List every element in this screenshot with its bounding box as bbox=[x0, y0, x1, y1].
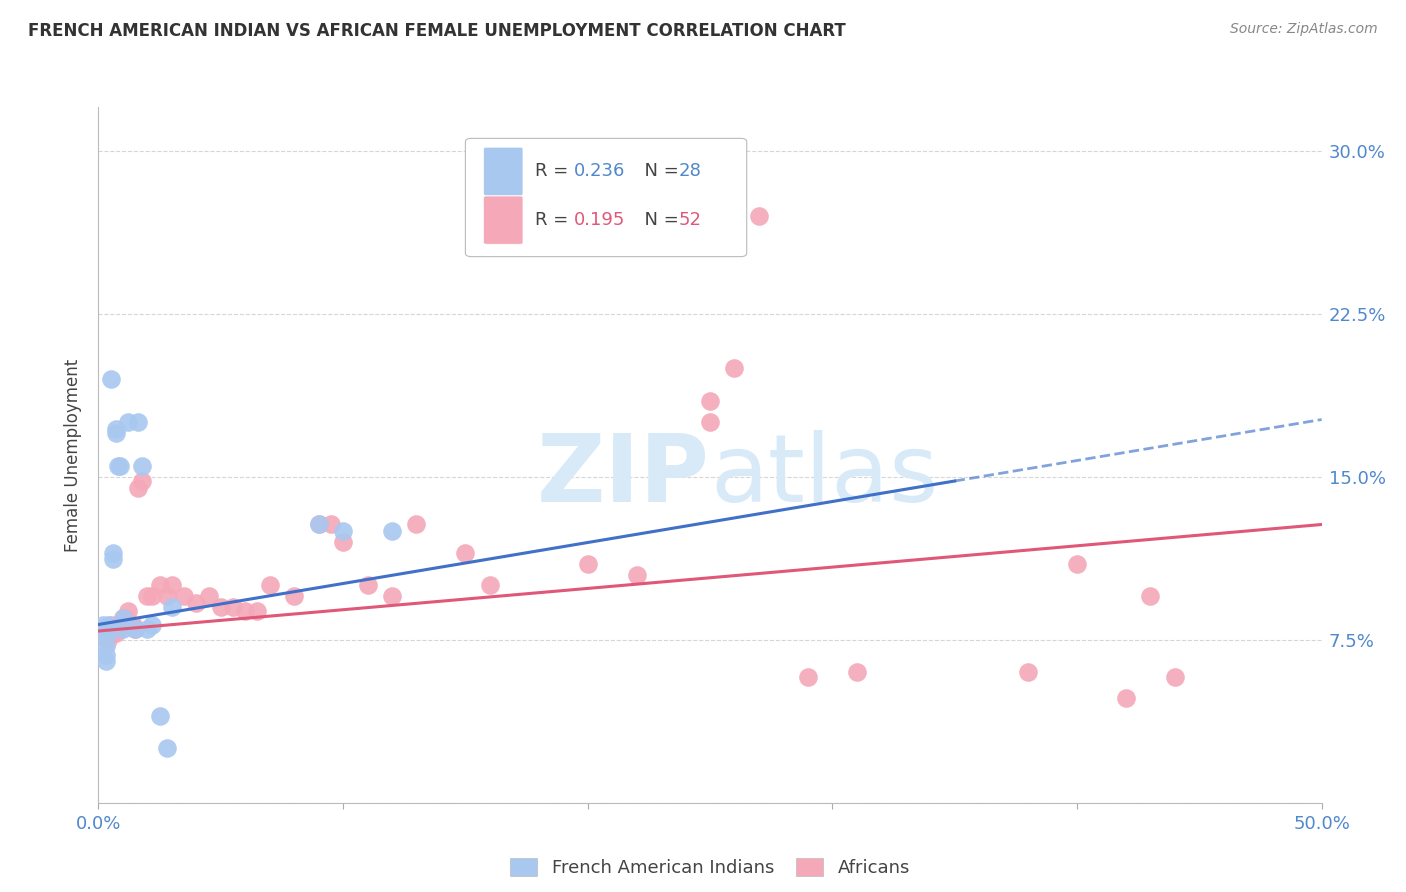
Point bbox=[797, 670, 820, 684]
Point bbox=[121, 617, 143, 632]
Text: FRENCH AMERICAN INDIAN VS AFRICAN FEMALE UNEMPLOYMENT CORRELATION CHART: FRENCH AMERICAN INDIAN VS AFRICAN FEMALE… bbox=[28, 22, 846, 40]
Point bbox=[748, 209, 770, 223]
Point bbox=[156, 589, 179, 603]
Text: N =: N = bbox=[633, 162, 685, 180]
Point bbox=[308, 517, 330, 532]
Point bbox=[405, 517, 427, 532]
Point bbox=[626, 567, 648, 582]
Point bbox=[94, 648, 117, 662]
Point bbox=[1017, 665, 1039, 680]
Point bbox=[94, 631, 117, 645]
Text: Source: ZipAtlas.com: Source: ZipAtlas.com bbox=[1230, 22, 1378, 37]
Point bbox=[91, 617, 114, 632]
Point bbox=[454, 546, 477, 560]
Point bbox=[111, 611, 134, 625]
Point bbox=[100, 372, 122, 386]
Point bbox=[156, 741, 179, 756]
Point bbox=[699, 393, 721, 408]
Text: 52: 52 bbox=[678, 211, 702, 229]
Text: 28: 28 bbox=[678, 162, 702, 180]
Legend: French American Indians, Africans: French American Indians, Africans bbox=[503, 851, 917, 884]
Point bbox=[111, 611, 134, 625]
Point bbox=[233, 605, 256, 619]
Point bbox=[94, 639, 117, 653]
Point bbox=[699, 415, 721, 429]
Point bbox=[381, 524, 404, 538]
Point bbox=[124, 622, 146, 636]
Point bbox=[136, 622, 159, 636]
Point bbox=[91, 622, 114, 636]
FancyBboxPatch shape bbox=[465, 138, 747, 257]
Point bbox=[136, 589, 159, 603]
Point bbox=[197, 589, 219, 603]
Point bbox=[576, 557, 599, 571]
Point bbox=[104, 626, 127, 640]
Point bbox=[127, 415, 149, 429]
Point bbox=[107, 617, 129, 632]
Point bbox=[356, 578, 378, 592]
Point bbox=[149, 578, 172, 592]
Point bbox=[100, 617, 122, 632]
Point bbox=[117, 605, 139, 619]
Point bbox=[478, 578, 501, 592]
Text: R =: R = bbox=[536, 211, 574, 229]
Point bbox=[107, 458, 129, 473]
Point bbox=[101, 546, 124, 560]
Point bbox=[110, 458, 132, 473]
Point bbox=[104, 426, 127, 441]
Point bbox=[259, 578, 281, 592]
Point bbox=[186, 596, 208, 610]
Point bbox=[94, 626, 117, 640]
Point bbox=[1139, 589, 1161, 603]
Text: R =: R = bbox=[536, 162, 574, 180]
Point bbox=[110, 622, 132, 636]
Point bbox=[332, 535, 354, 549]
Text: N =: N = bbox=[633, 211, 685, 229]
Point bbox=[111, 622, 134, 636]
Point bbox=[91, 626, 114, 640]
Point bbox=[160, 600, 183, 615]
Point bbox=[283, 589, 305, 603]
Text: ZIP: ZIP bbox=[537, 430, 710, 522]
Point bbox=[141, 589, 163, 603]
Point bbox=[104, 422, 127, 436]
Point bbox=[160, 578, 183, 592]
Point bbox=[117, 415, 139, 429]
Y-axis label: Female Unemployment: Female Unemployment bbox=[65, 359, 83, 551]
Point bbox=[1164, 670, 1187, 684]
Point bbox=[131, 458, 153, 473]
FancyBboxPatch shape bbox=[484, 147, 523, 195]
Point bbox=[94, 655, 117, 669]
Point bbox=[319, 517, 342, 532]
Point bbox=[101, 552, 124, 566]
Point bbox=[381, 589, 404, 603]
Point bbox=[222, 600, 245, 615]
Point bbox=[124, 622, 146, 636]
Point bbox=[723, 360, 745, 375]
Point bbox=[332, 524, 354, 538]
Point bbox=[1066, 557, 1088, 571]
Text: 0.236: 0.236 bbox=[574, 162, 626, 180]
Point bbox=[246, 605, 269, 619]
Point bbox=[127, 481, 149, 495]
Point bbox=[111, 615, 134, 630]
Text: 0.195: 0.195 bbox=[574, 211, 626, 229]
Point bbox=[131, 474, 153, 488]
Point bbox=[845, 665, 868, 680]
Point bbox=[97, 626, 120, 640]
Point bbox=[173, 589, 195, 603]
Point bbox=[114, 611, 136, 625]
Point bbox=[141, 617, 163, 632]
Point bbox=[97, 632, 120, 647]
Point bbox=[209, 600, 232, 615]
Point bbox=[308, 517, 330, 532]
Point bbox=[1115, 691, 1137, 706]
Point bbox=[149, 708, 172, 723]
Point bbox=[97, 617, 120, 632]
FancyBboxPatch shape bbox=[484, 196, 523, 244]
Text: atlas: atlas bbox=[710, 430, 938, 522]
Point bbox=[101, 622, 124, 636]
